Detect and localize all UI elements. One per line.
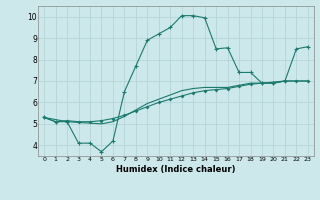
X-axis label: Humidex (Indice chaleur): Humidex (Indice chaleur) xyxy=(116,165,236,174)
